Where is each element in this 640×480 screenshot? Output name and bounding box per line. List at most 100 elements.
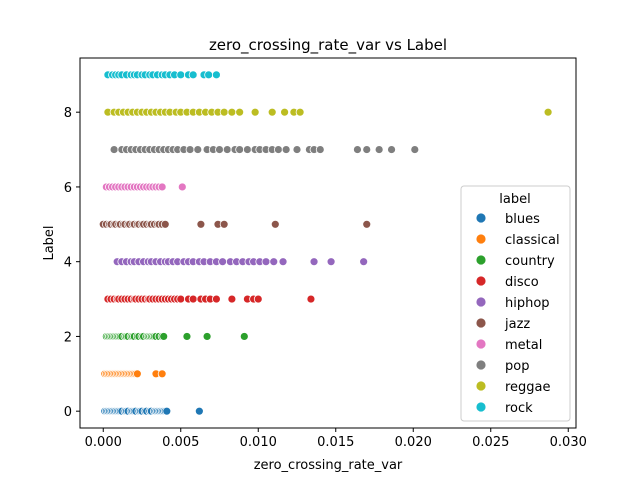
legend-title: label bbox=[499, 192, 530, 207]
legend-marker bbox=[475, 338, 487, 350]
series-classical bbox=[100, 369, 167, 379]
plot-area-frame bbox=[79, 57, 577, 429]
series-blues bbox=[100, 406, 204, 416]
data-point-jazz bbox=[219, 219, 229, 229]
data-point-pop bbox=[109, 145, 119, 154]
legend-marker bbox=[475, 212, 487, 224]
data-point-reggae bbox=[235, 107, 245, 117]
legend-item-reggae: reggae bbox=[475, 380, 551, 395]
legend-marker bbox=[475, 275, 487, 287]
legend-item-country: country bbox=[475, 254, 555, 269]
y-axis-ticks: 0 2 4 6 8 bbox=[64, 106, 80, 420]
data-point-hiphop bbox=[309, 257, 319, 267]
series-rock bbox=[103, 70, 221, 80]
x-axis-label: zero_crossing_rate_var bbox=[254, 458, 403, 473]
legend-label: classical bbox=[505, 233, 560, 248]
data-point-pop bbox=[242, 145, 252, 154]
data-point-classical bbox=[132, 369, 142, 379]
data-point-country bbox=[202, 332, 212, 341]
legend-item-disco: disco bbox=[475, 275, 539, 290]
series-pop bbox=[109, 145, 420, 154]
legend-marker bbox=[475, 401, 487, 413]
data-point-jazz bbox=[160, 219, 170, 229]
legend-label: reggae bbox=[505, 380, 551, 395]
data-point-reggae bbox=[267, 107, 277, 117]
y-tick-label: 8 bbox=[64, 106, 72, 121]
legend-frame bbox=[460, 185, 571, 422]
y-tick-label: 4 bbox=[64, 256, 72, 271]
data-point-classical bbox=[157, 369, 167, 379]
legend-item-hiphop: hiphop bbox=[475, 296, 550, 311]
x-tick-label: 0.005 bbox=[162, 435, 199, 450]
data-point-jazz bbox=[362, 219, 372, 229]
data-point-reggae bbox=[219, 107, 229, 117]
legend-item-jazz: jazz bbox=[475, 317, 530, 332]
data-point-jazz bbox=[196, 219, 206, 229]
data-point-blues bbox=[162, 406, 172, 416]
legend-label: hiphop bbox=[505, 296, 550, 311]
data-point-reggae bbox=[227, 107, 237, 117]
legend: label blues classical country disco hiphop ja… bbox=[460, 185, 571, 422]
x-tick-label: 0.025 bbox=[472, 435, 509, 450]
y-tick-label: 0 bbox=[64, 405, 72, 420]
legend-item-rock: rock bbox=[475, 401, 533, 416]
x-tick-label: 0.030 bbox=[550, 435, 587, 450]
series-jazz bbox=[98, 219, 372, 229]
data-point-country bbox=[159, 332, 169, 341]
legend-item-classical: classical bbox=[475, 233, 560, 248]
data-point-pop bbox=[353, 145, 362, 154]
legend-marker bbox=[475, 359, 487, 371]
x-tick-label: 0.020 bbox=[395, 435, 432, 450]
y-axis-label: Label bbox=[42, 225, 57, 260]
data-point-hiphop bbox=[359, 257, 369, 267]
data-point-rock bbox=[176, 70, 186, 80]
data-point-jazz bbox=[270, 219, 280, 229]
data-point-hiphop bbox=[261, 257, 271, 267]
data-point-pop bbox=[193, 145, 203, 154]
series-country bbox=[101, 332, 249, 341]
legend-label: blues bbox=[505, 212, 540, 227]
data-point-disco bbox=[253, 294, 263, 304]
legend-marker bbox=[475, 296, 487, 308]
data-point-pop bbox=[292, 145, 302, 154]
data-point-disco bbox=[306, 294, 316, 304]
data-point-pop bbox=[374, 145, 384, 154]
legend-marker bbox=[475, 233, 487, 245]
data-point-hiphop bbox=[326, 257, 336, 267]
legend-items: blues classical country disco hiphop jazz meta… bbox=[475, 212, 560, 416]
data-point-pop bbox=[222, 145, 232, 154]
data-point-disco bbox=[227, 294, 237, 304]
data-point-disco bbox=[211, 294, 221, 304]
data-point-reggae bbox=[543, 107, 553, 117]
data-point-reggae bbox=[280, 107, 290, 117]
data-point-hiphop bbox=[269, 257, 279, 267]
chart-title: zero_crossing_rate_var vs Label bbox=[209, 36, 447, 55]
data-point-pop bbox=[185, 145, 195, 154]
y-tick-label: 6 bbox=[64, 181, 72, 196]
data-point-rock bbox=[211, 70, 221, 80]
data-point-metal bbox=[177, 182, 187, 192]
data-point-pop bbox=[235, 145, 245, 154]
data-point-pop bbox=[281, 145, 291, 154]
legend-label: metal bbox=[505, 338, 542, 353]
legend-label: jazz bbox=[504, 317, 530, 332]
data-point-pop bbox=[315, 145, 325, 154]
legend-label: country bbox=[505, 254, 555, 269]
legend-label: pop bbox=[505, 359, 529, 374]
legend-marker bbox=[475, 380, 487, 392]
x-tick-label: 0.000 bbox=[85, 435, 122, 450]
series-metal bbox=[101, 182, 187, 192]
data-point-rock bbox=[204, 70, 214, 80]
data-point-disco bbox=[188, 294, 198, 304]
data-point-hiphop bbox=[218, 257, 228, 267]
data-point-blues bbox=[194, 406, 204, 416]
data-points bbox=[98, 70, 553, 416]
legend-marker bbox=[475, 254, 487, 266]
data-point-reggae bbox=[250, 107, 260, 117]
series-hiphop bbox=[112, 257, 369, 267]
series-reggae bbox=[103, 107, 553, 117]
x-tick-label: 0.015 bbox=[317, 435, 354, 450]
data-point-rock bbox=[188, 70, 198, 80]
legend-item-blues: blues bbox=[475, 212, 540, 227]
